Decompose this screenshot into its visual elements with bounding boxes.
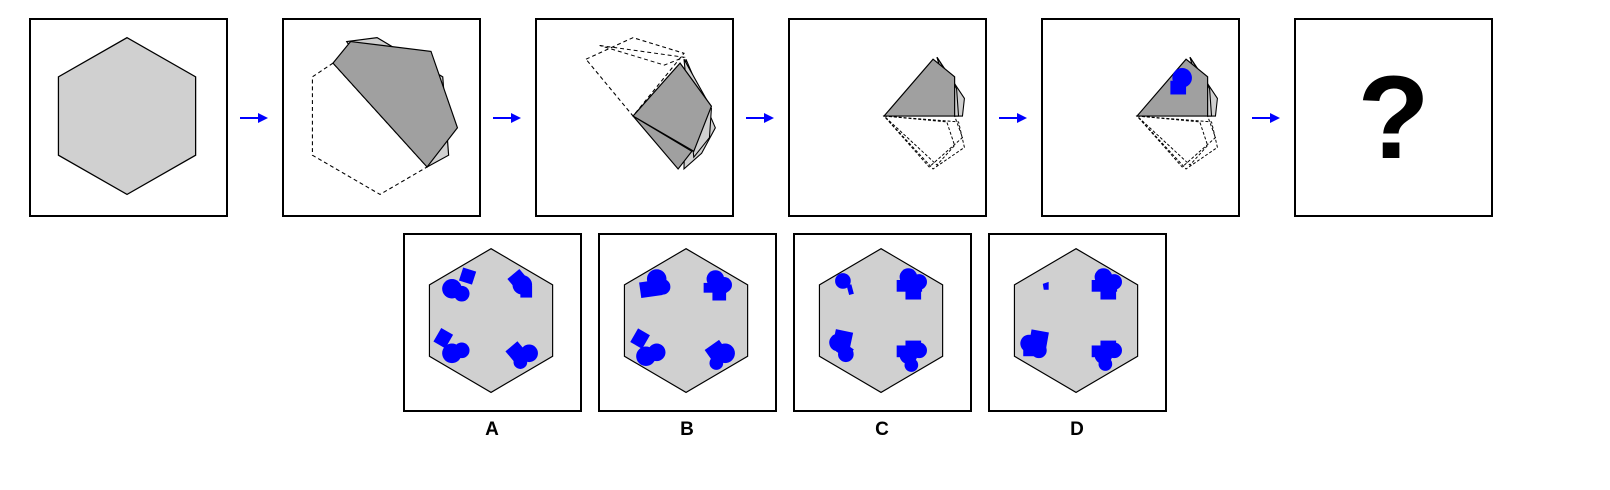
right-arrow-icon: [746, 113, 774, 123]
hexagon-paper: [57, 36, 197, 196]
hexagon-paper: [818, 248, 944, 394]
option-b[interactable]: [598, 233, 777, 412]
punched-hole-icon: [433, 327, 470, 364]
sequence-panel-2: [282, 18, 481, 217]
option-b-label[interactable]: B: [680, 419, 694, 440]
folded-away-outline: [585, 37, 685, 117]
punched-hole-icon: [630, 328, 666, 367]
hexagon-paper: [428, 248, 554, 394]
fold-step-1: [311, 37, 459, 196]
punched-hole-icon: [1170, 68, 1192, 95]
option-c-hexagon: [818, 248, 944, 394]
option-c[interactable]: [793, 233, 972, 412]
fold-step-2: [585, 37, 716, 171]
folded-away-outline-2: [882, 115, 965, 170]
option-d[interactable]: [988, 233, 1167, 412]
option-d-hexagon: [1013, 248, 1139, 394]
punched-hole-icon: [507, 268, 533, 298]
sequence-panel-5: [1041, 18, 1240, 217]
punched-hole-icon: [442, 267, 477, 302]
sequence-panel-4: [788, 18, 987, 217]
punched-hole-icon: [639, 269, 671, 299]
punched-hole-icon: [704, 339, 735, 370]
question-mark: ?: [1357, 51, 1430, 184]
dashed-edge: [599, 44, 686, 66]
option-a-hexagon: [428, 248, 554, 394]
right-arrow-icon: [493, 113, 521, 123]
punched-hole-icon: [703, 270, 732, 301]
right-arrow-icon: [1252, 113, 1280, 123]
right-arrow-icon: [240, 113, 268, 123]
sequence-panel-question: ?: [1294, 18, 1493, 217]
hexagon-paper: [623, 248, 749, 394]
hexagon-paper: [1013, 248, 1139, 394]
folded-away-outline-2: [1135, 115, 1218, 170]
sequence-panel-3: [535, 18, 734, 217]
fold-step-3: [882, 56, 965, 170]
unfolded-hexagon: [57, 36, 197, 196]
punched-hole-icon: [1042, 281, 1049, 290]
folded-flap: [332, 40, 459, 168]
punched-hole-icon: [1020, 329, 1049, 359]
folded-away-outline-3: [882, 115, 956, 166]
folded-away-outline: [311, 62, 428, 196]
punched-hole-icon: [1091, 340, 1122, 371]
option-c-label[interactable]: C: [875, 419, 889, 440]
option-d-label[interactable]: D: [1070, 419, 1084, 440]
punched-hole-icon: [896, 268, 927, 300]
sequence-panel-1: [29, 18, 228, 217]
punched-hole-icon: [896, 340, 927, 372]
punched-hole-icon: [1091, 268, 1122, 300]
folded-away-outline-1: [882, 115, 964, 168]
punched-hole-icon: [505, 341, 538, 369]
option-a-label[interactable]: A: [485, 419, 499, 440]
folded-away-outline-3: [1135, 115, 1209, 166]
option-a[interactable]: [403, 233, 582, 412]
punched-hole-icon: [829, 329, 854, 363]
folded-away-outline-1: [1135, 115, 1217, 168]
option-b-hexagon: [623, 248, 749, 394]
punch-step: [1135, 56, 1218, 170]
top-flap: [882, 58, 956, 117]
right-arrow-icon: [999, 113, 1027, 123]
upper-flap: [632, 62, 713, 153]
